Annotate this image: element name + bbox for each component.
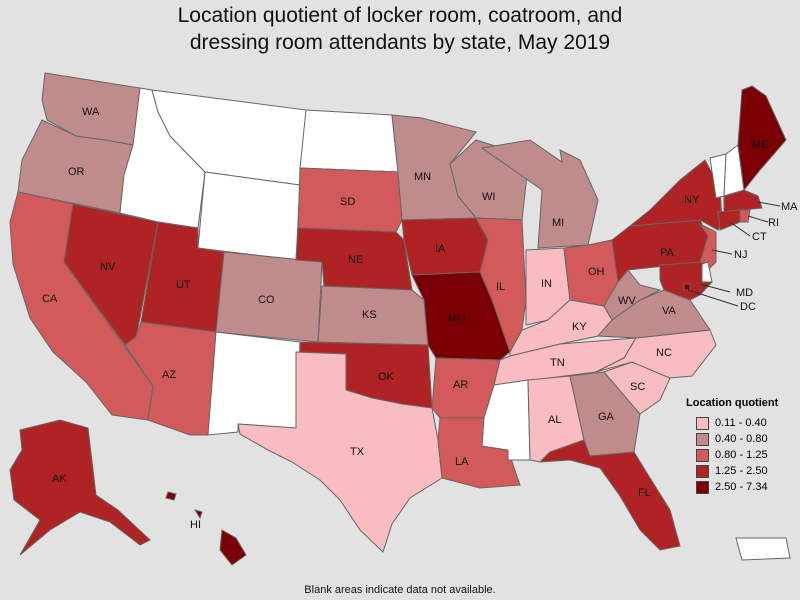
state-mi[interactable]: [480, 139, 599, 249]
state-tx[interactable]: [237, 351, 443, 553]
label-ny: NY: [684, 194, 700, 206]
label-mn: MN: [414, 171, 431, 183]
label-nj: NJ: [734, 249, 747, 261]
label-ct: CT: [752, 231, 767, 243]
label-ar: AR: [453, 379, 468, 391]
state-md[interactable]: [659, 261, 714, 301]
label-me: ME: [752, 139, 769, 151]
label-in: IN: [541, 278, 552, 290]
legend-swatch: [696, 480, 709, 494]
label-or: OR: [68, 166, 85, 178]
legend-item: 1.25 - 2.50: [686, 463, 778, 479]
label-ri: RI: [768, 217, 779, 229]
label-ut: UT: [176, 279, 191, 291]
state-ak[interactable]: [9, 419, 151, 556]
label-la: LA: [455, 456, 469, 468]
legend-item: 0.80 - 1.25: [686, 447, 778, 463]
legend-label: 2.50 - 7.34: [715, 481, 768, 493]
label-sd: SD: [340, 196, 355, 208]
label-ok: OK: [378, 371, 395, 383]
label-ky: KY: [572, 321, 587, 333]
label-hi: HI: [190, 519, 201, 531]
leader-line-ma: [757, 201, 781, 207]
legend-swatch: [696, 416, 709, 430]
label-oh: OH: [588, 266, 605, 278]
leader-line-md: [699, 283, 731, 293]
map-title-line-2: dressing room attendants by state, May 2…: [189, 31, 611, 54]
territory-pr[interactable]: [735, 537, 791, 561]
legend-swatch: [696, 448, 709, 462]
label-md: MD: [736, 287, 753, 299]
legend-item: 0.40 - 0.80: [686, 431, 778, 447]
label-ma: MA: [781, 201, 798, 213]
legend-label: 0.80 - 1.25: [715, 449, 768, 461]
label-fl: FL: [638, 487, 651, 499]
label-nc: NC: [656, 347, 672, 359]
legend-item: 2.50 - 7.34: [686, 479, 778, 495]
legend-label: 0.40 - 0.80: [715, 433, 768, 445]
map-title: Location quotient of locker room, coatro…: [0, 2, 800, 56]
legend: Location quotient 0.11 - 0.40 0.40 - 0.8…: [686, 397, 778, 495]
label-nv: NV: [100, 261, 116, 273]
legend-label: 0.11 - 0.40: [715, 417, 767, 429]
label-ia: IA: [435, 243, 446, 255]
label-va: VA: [662, 305, 677, 317]
label-az: AZ: [162, 369, 176, 381]
state-hi[interactable]: [165, 491, 247, 566]
state-nc[interactable]: [595, 329, 717, 379]
legend-title: Location quotient: [686, 397, 779, 409]
footnote: Blank areas indicate data not available.: [304, 584, 496, 596]
state-fl[interactable]: [538, 439, 681, 551]
state-wy[interactable]: [197, 171, 301, 261]
label-pa: PA: [660, 247, 675, 259]
state-ny[interactable]: [628, 159, 723, 231]
leader-line-nj: [711, 249, 733, 255]
label-wv: WV: [618, 295, 636, 307]
label-dc: DC: [740, 301, 756, 313]
map-title-line-1: Location quotient of locker room, coatro…: [177, 4, 623, 27]
label-wi: WI: [482, 191, 495, 203]
leader-line-ct: [729, 221, 751, 237]
legend-swatch: [696, 464, 709, 478]
state-nm[interactable]: [207, 331, 301, 436]
label-ca: CA: [42, 293, 58, 305]
label-ks: KS: [362, 309, 377, 321]
label-tx: TX: [350, 446, 365, 458]
leader-line-dc: [687, 289, 739, 307]
leader-line-ri: [747, 215, 769, 223]
state-dc[interactable]: [683, 283, 691, 291]
label-al: AL: [548, 414, 561, 426]
state-sd[interactable]: [297, 167, 403, 233]
label-mi: MI: [552, 217, 564, 229]
state-nd[interactable]: [299, 109, 399, 173]
legend-label: 1.25 - 2.50: [715, 465, 768, 477]
state-me[interactable]: [737, 85, 787, 192]
label-ne: NE: [348, 254, 363, 266]
label-ak: AK: [52, 473, 67, 485]
state-ct[interactable]: [717, 209, 741, 231]
label-il: IL: [496, 281, 505, 293]
label-sc: SC: [630, 381, 645, 393]
legend-swatch: [696, 432, 709, 446]
label-tn: TN: [550, 357, 565, 369]
label-ga: GA: [598, 411, 615, 423]
label-co: CO: [258, 294, 275, 306]
legend-item: 0.11 - 0.40: [686, 415, 778, 431]
label-mo: MO: [448, 313, 466, 325]
label-wa: WA: [82, 106, 100, 118]
